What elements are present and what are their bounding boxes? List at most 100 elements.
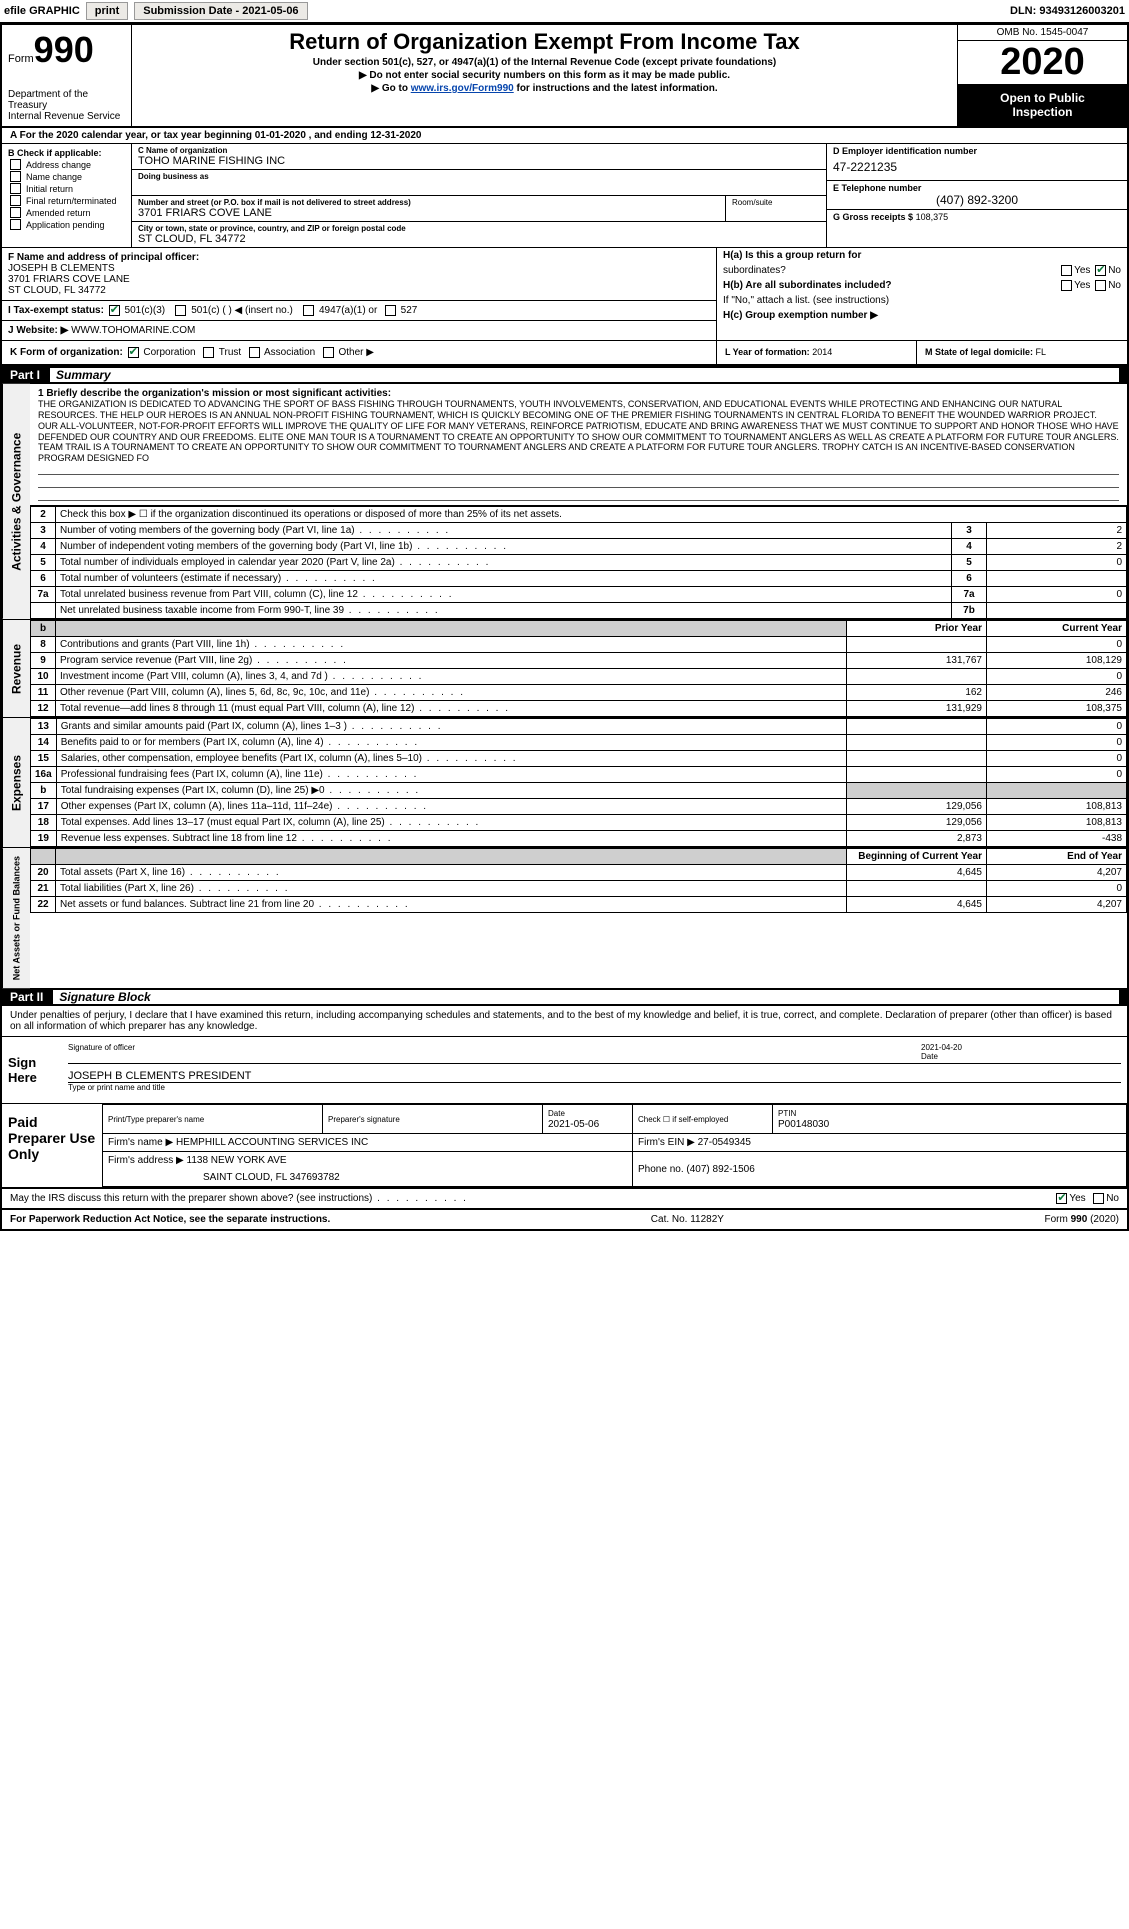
line-prior: 2,873	[847, 831, 987, 847]
chk-hb-no[interactable]	[1095, 280, 1106, 291]
firm-addr: 1138 NEW YORK AVE	[187, 1155, 287, 1166]
line-current: 4,207	[987, 897, 1127, 913]
line-desc: Revenue less expenses. Subtract line 18 …	[56, 831, 846, 847]
prep-name-label: Print/Type preparer's name	[108, 1115, 204, 1124]
officer-title-label: Type or print name and title	[68, 1082, 1121, 1092]
line-desc: Other expenses (Part IX, column (A), lin…	[56, 799, 846, 815]
firm-name: HEMPHILL ACCOUNTING SERVICES INC	[176, 1137, 368, 1148]
gross-receipts-value: 108,375	[916, 212, 949, 222]
line-desc: Grants and similar amounts paid (Part IX…	[56, 719, 846, 735]
line5-desc: Total number of individuals employed in …	[56, 555, 952, 571]
mission-lead: 1 Briefly describe the organization's mi…	[38, 388, 1119, 399]
line3-val: 2	[987, 523, 1127, 539]
chk-assoc[interactable]	[249, 347, 260, 358]
chk-501c3[interactable]	[109, 305, 120, 316]
footer-mid: Cat. No. 11282Y	[651, 1214, 724, 1225]
website-label: J Website: ▶	[8, 325, 68, 336]
city-state-zip: ST CLOUD, FL 34772	[138, 233, 820, 245]
line-current: 108,129	[987, 653, 1127, 669]
line-desc: Program service revenue (Part VIII, line…	[56, 653, 847, 669]
mission-text: THE ORGANIZATION IS DEDICATED TO ADVANCI…	[38, 399, 1119, 464]
ha-label: H(a) Is this a group return for	[723, 250, 861, 261]
chk-discuss-no[interactable]	[1093, 1193, 1104, 1204]
line-current: 0	[987, 669, 1127, 685]
irs-link[interactable]: www.irs.gov/Form990	[411, 83, 514, 94]
sidetab-netassets: Net Assets or Fund Balances	[2, 848, 30, 988]
line-current: 4,207	[987, 865, 1127, 881]
firm-addr2: SAINT CLOUD, FL 347693782	[103, 1169, 633, 1187]
line-prior: 4,645	[847, 865, 987, 881]
chk-other[interactable]	[323, 347, 334, 358]
street-label: Number and street (or P.O. box if mail i…	[138, 198, 719, 207]
line-desc: Contributions and grants (Part VIII, lin…	[56, 637, 847, 653]
chk-hb-yes[interactable]	[1061, 280, 1072, 291]
officer-printed-name: JOSEPH B CLEMENTS PRESIDENT	[68, 1070, 1121, 1082]
line-prior: 129,056	[847, 815, 987, 831]
paid-preparer-label: Paid Preparer Use Only	[2, 1104, 102, 1187]
year-formation-label: L Year of formation:	[725, 347, 810, 357]
chk-501c[interactable]	[175, 305, 186, 316]
part2-number: Part II	[10, 990, 53, 1004]
tax-year: 2020	[958, 41, 1127, 85]
org-name: TOHO MARINE FISHING INC	[138, 155, 820, 167]
line4-val: 2	[987, 539, 1127, 555]
line7b-val	[987, 603, 1127, 619]
website-value: WWW.TOHOMARINE.COM	[71, 325, 195, 336]
room-suite-label: Room/suite	[726, 196, 826, 221]
year-formation-value: 2014	[812, 347, 832, 357]
chk-amended[interactable]	[10, 207, 21, 218]
box-b-header: B Check if applicable:	[8, 148, 125, 158]
chk-corp[interactable]	[128, 347, 139, 358]
line6-desc: Total number of volunteers (estimate if …	[56, 571, 952, 587]
line7b-desc: Net unrelated business taxable income fr…	[56, 603, 952, 619]
officer-addr1: 3701 FRIARS COVE LANE	[8, 274, 710, 285]
chk-address-change[interactable]	[10, 159, 21, 170]
line-desc: Other revenue (Part VIII, column (A), li…	[56, 685, 847, 701]
omb-number: OMB No. 1545-0047	[958, 25, 1127, 41]
chk-discuss-yes[interactable]	[1056, 1193, 1067, 1204]
line-current: 0	[987, 637, 1127, 653]
line-desc: Total fundraising expenses (Part IX, col…	[56, 783, 846, 799]
line7a-val: 0	[987, 587, 1127, 603]
dba-label: Doing business as	[138, 172, 820, 181]
form-subtitle: Under section 501(c), 527, or 4947(a)(1)…	[140, 57, 949, 68]
chk-final-return[interactable]	[10, 195, 21, 206]
chk-trust[interactable]	[203, 347, 214, 358]
line-current: 108,813	[987, 799, 1127, 815]
chk-ha-no[interactable]	[1095, 265, 1106, 276]
open-public-badge: Open to PublicInspection	[958, 85, 1127, 126]
line4-desc: Number of independent voting members of …	[56, 539, 952, 555]
efile-label: efile GRAPHIC	[4, 5, 80, 17]
ein-label: D Employer identification number	[833, 146, 1121, 156]
chk-app-pending[interactable]	[10, 219, 21, 230]
line-current: 108,375	[987, 701, 1127, 717]
state-domicile-value: FL	[1036, 347, 1047, 357]
sidetab-activities: Activities & Governance	[2, 384, 30, 619]
chk-4947[interactable]	[303, 305, 314, 316]
line7a-desc: Total unrelated business revenue from Pa…	[56, 587, 952, 603]
line5-val: 0	[987, 555, 1127, 571]
line-prior	[847, 881, 987, 897]
line-prior	[847, 767, 987, 783]
hdr-current: Current Year	[987, 621, 1127, 637]
note-ssn: ▶ Do not enter social security numbers o…	[140, 70, 949, 81]
chk-ha-yes[interactable]	[1061, 265, 1072, 276]
chk-initial-return[interactable]	[10, 183, 21, 194]
self-emp-label: Check ☐ if self-employed	[638, 1115, 728, 1124]
part1-number: Part I	[10, 368, 50, 382]
ptin: P00148030	[778, 1119, 829, 1130]
dept-treasury: Department of the Treasury	[8, 89, 125, 111]
hb-note: If "No," attach a list. (see instruction…	[717, 293, 1127, 308]
line-desc: Benefits paid to or for members (Part IX…	[56, 735, 846, 751]
submission-date-button[interactable]: Submission Date - 2021-05-06	[134, 2, 307, 20]
chk-527[interactable]	[385, 305, 396, 316]
officer-sig-label: Signature of officer	[68, 1043, 921, 1061]
chk-name-change[interactable]	[10, 171, 21, 182]
firm-phone: (407) 892-1506	[686, 1164, 754, 1175]
org-name-label: C Name of organization	[138, 146, 820, 155]
line-prior: 4,645	[847, 897, 987, 913]
officer-addr2: ST CLOUD, FL 34772	[8, 285, 710, 296]
line-current: 0	[987, 767, 1127, 783]
hdr-eoy: End of Year	[987, 849, 1127, 865]
print-button[interactable]: print	[86, 2, 128, 20]
